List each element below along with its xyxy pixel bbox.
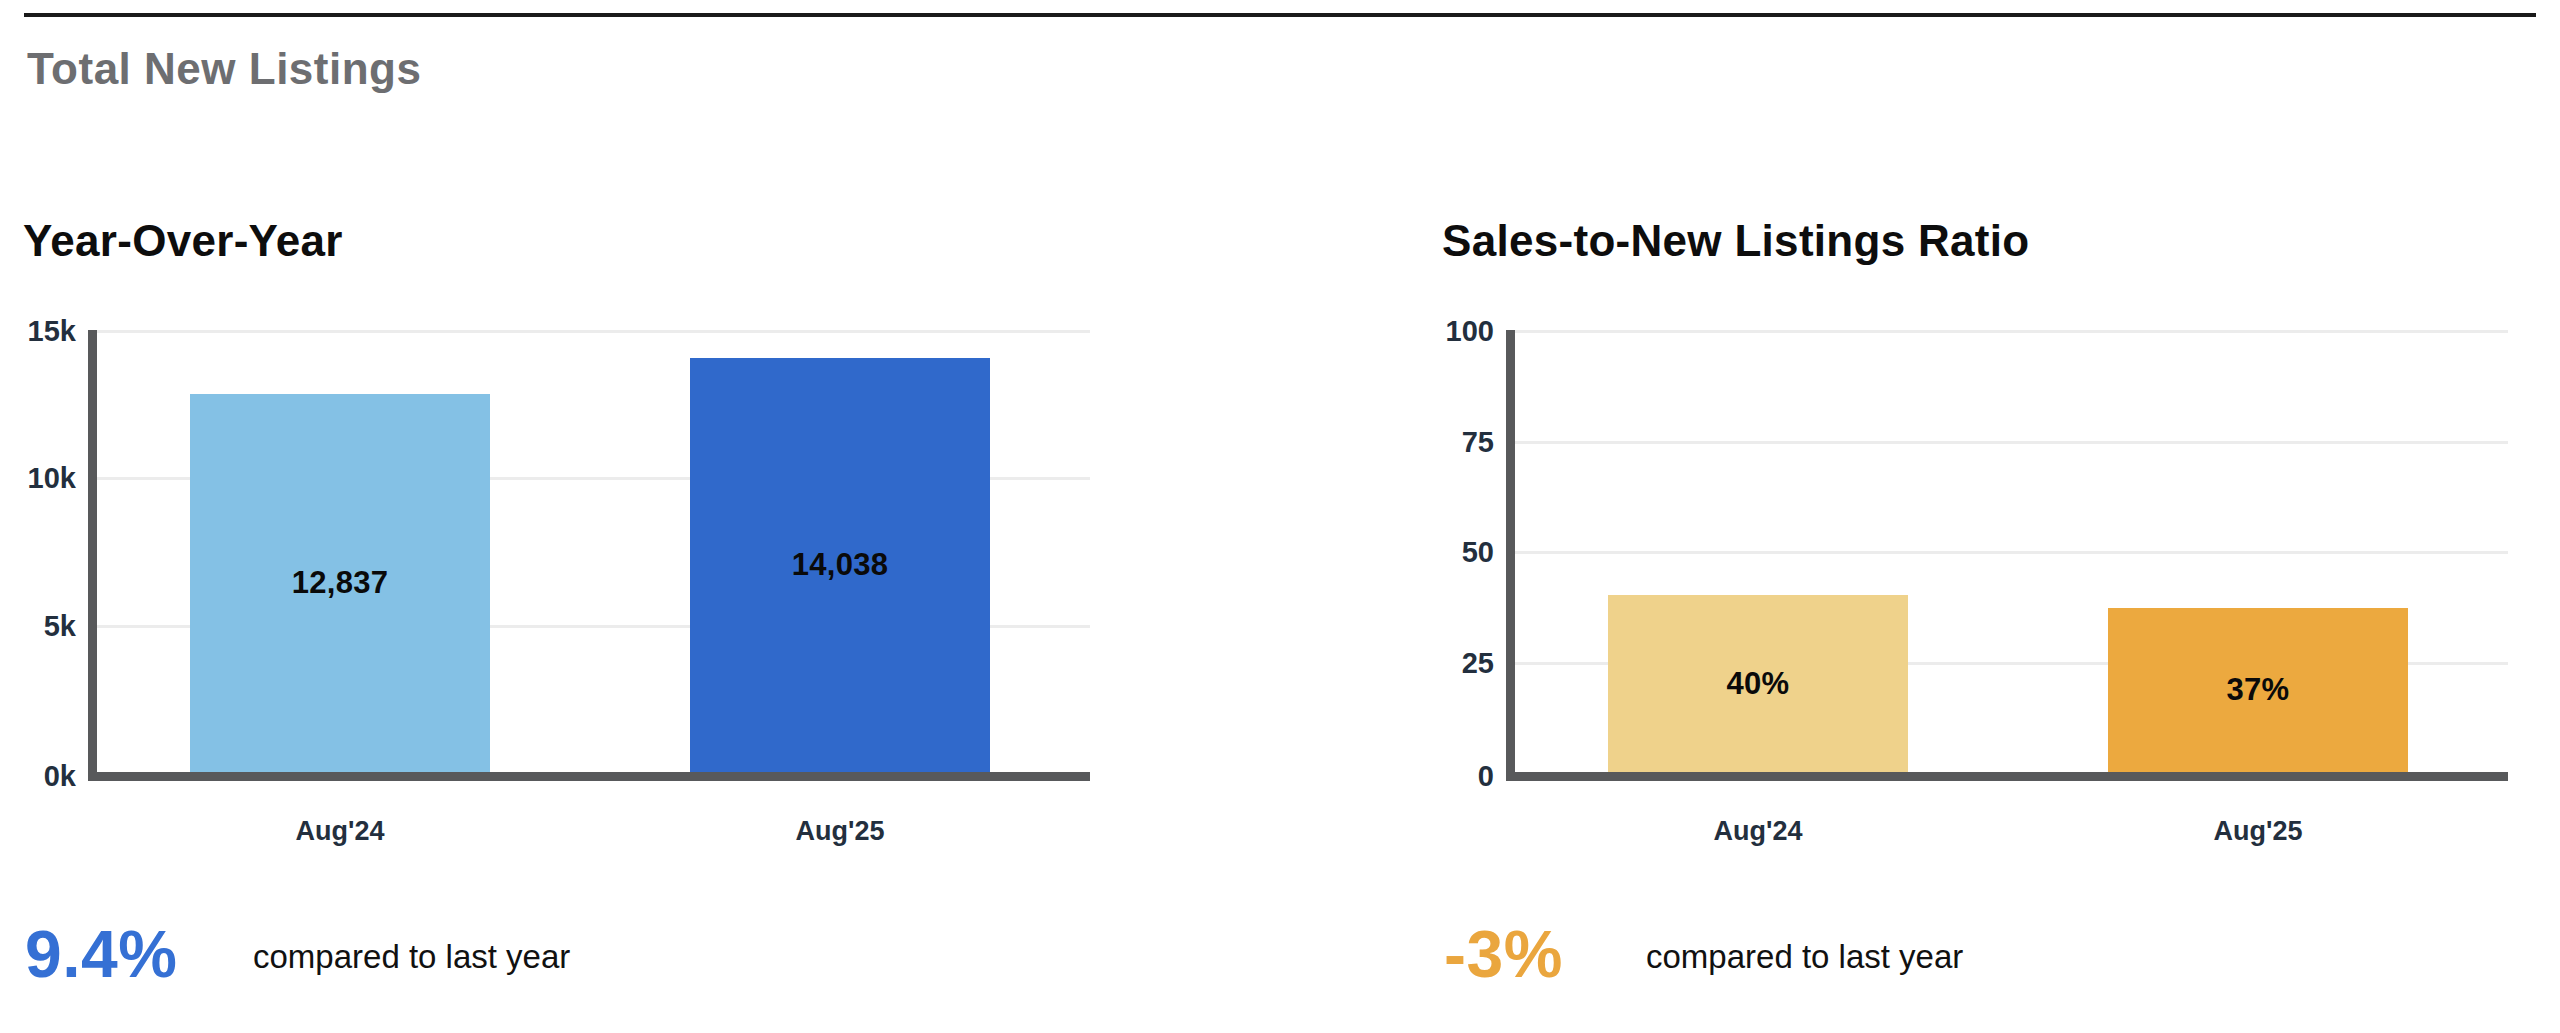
bar-chart-plot: 100755025040%Aug'2437%Aug'25 bbox=[1506, 330, 2508, 781]
gridline bbox=[97, 330, 1090, 333]
y-axis-line bbox=[1506, 330, 1515, 781]
gridline bbox=[1515, 551, 2508, 554]
page-title: Total New Listings bbox=[27, 44, 421, 94]
x-axis-line bbox=[1506, 772, 2508, 781]
y-axis-tick-label: 5k bbox=[6, 611, 76, 641]
x-axis-tick-label: Aug'25 bbox=[690, 816, 990, 847]
y-axis-tick-label: 50 bbox=[1424, 537, 1494, 567]
y-axis-tick-label: 25 bbox=[1424, 648, 1494, 678]
y-axis-tick-label: 0 bbox=[1424, 761, 1494, 791]
bar-value-label: 12,837 bbox=[292, 565, 389, 601]
bar-Aug'24: 40% bbox=[1608, 595, 1908, 772]
x-axis-tick-label: Aug'24 bbox=[190, 816, 490, 847]
bar-Aug'24: 12,837 bbox=[190, 394, 490, 772]
bar-Aug'25: 14,038 bbox=[690, 358, 990, 772]
bar-value-label: 37% bbox=[2227, 672, 2290, 708]
yoy-summary: 9.4% compared to last year bbox=[23, 916, 923, 1006]
year-over-year-chart: Year-Over-Year 15k10k5k0k12,837Aug'2414,… bbox=[23, 216, 1123, 836]
chart-title: Year-Over-Year bbox=[23, 216, 343, 266]
ratio-summary: -3% compared to last year bbox=[1442, 916, 2342, 1006]
bar-chart-plot: 15k10k5k0k12,837Aug'2414,038Aug'25 bbox=[88, 330, 1090, 781]
change-percentage: -3% bbox=[1444, 916, 1563, 992]
bar-Aug'25: 37% bbox=[2108, 608, 2408, 772]
bar-value-label: 14,038 bbox=[792, 547, 889, 583]
bar-value-label: 40% bbox=[1727, 666, 1790, 702]
sales-to-new-listings-chart: Sales-to-New Listings Ratio 100755025040… bbox=[1442, 216, 2542, 836]
x-axis-tick-label: Aug'25 bbox=[2108, 816, 2408, 847]
y-axis-tick-label: 10k bbox=[6, 463, 76, 493]
dashboard-page: Total New Listings Year-Over-Year 15k10k… bbox=[0, 0, 2560, 1033]
change-note: compared to last year bbox=[253, 938, 570, 976]
change-percentage: 9.4% bbox=[25, 916, 177, 992]
y-axis-tick-label: 100 bbox=[1424, 316, 1494, 346]
gridline bbox=[1515, 441, 2508, 444]
y-axis-tick-label: 0k bbox=[6, 761, 76, 791]
top-divider bbox=[24, 13, 2536, 17]
x-axis-line bbox=[88, 772, 1090, 781]
x-axis-tick-label: Aug'24 bbox=[1608, 816, 1908, 847]
y-axis-tick-label: 75 bbox=[1424, 427, 1494, 457]
gridline bbox=[1515, 330, 2508, 333]
change-note: compared to last year bbox=[1646, 938, 1963, 976]
chart-title: Sales-to-New Listings Ratio bbox=[1442, 216, 2030, 266]
y-axis-tick-label: 15k bbox=[6, 316, 76, 346]
y-axis-line bbox=[88, 330, 97, 781]
